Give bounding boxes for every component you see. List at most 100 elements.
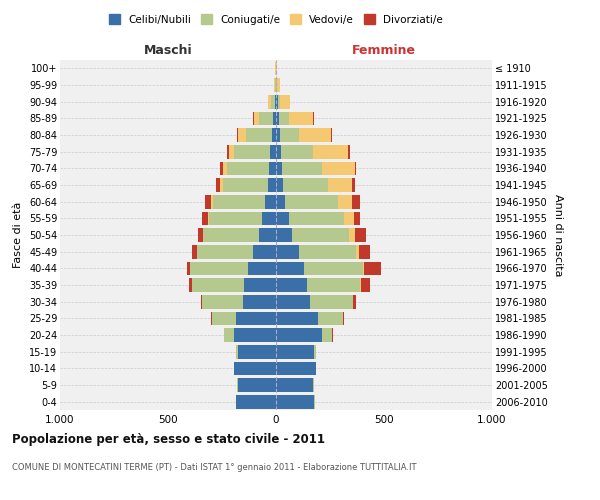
Bar: [362, 262, 364, 275]
Bar: [236, 345, 238, 358]
Bar: [276, 345, 314, 358]
Bar: [355, 228, 366, 242]
Bar: [279, 112, 289, 125]
Bar: [276, 128, 280, 142]
Bar: [275, 95, 276, 108]
Text: Popolazione per età, sesso e stato civile - 2011: Popolazione per età, sesso e stato civil…: [12, 432, 325, 446]
Bar: [355, 162, 356, 175]
Bar: [314, 345, 316, 358]
Bar: [356, 245, 359, 258]
Bar: [203, 228, 259, 242]
Bar: [238, 128, 245, 142]
Y-axis label: Fasce di età: Fasce di età: [13, 202, 23, 268]
Bar: [322, 162, 355, 175]
Bar: [211, 312, 212, 325]
Bar: [233, 145, 270, 158]
Bar: [276, 245, 299, 258]
Bar: [276, 362, 316, 375]
Bar: [289, 212, 344, 225]
Bar: [310, 295, 353, 308]
Text: Maschi: Maschi: [143, 44, 193, 57]
Bar: [352, 178, 355, 192]
Bar: [212, 312, 236, 325]
Y-axis label: Anni di nascita: Anni di nascita: [553, 194, 563, 276]
Text: COMUNE DI MONTECATINI TERME (PT) - Dati ISTAT 1° gennaio 2011 - Elaborazione TUT: COMUNE DI MONTECATINI TERME (PT) - Dati …: [12, 462, 416, 471]
Bar: [269, 162, 276, 175]
Bar: [276, 195, 285, 208]
Bar: [304, 262, 362, 275]
Bar: [270, 145, 276, 158]
Bar: [359, 245, 370, 258]
Bar: [213, 195, 265, 208]
Bar: [277, 78, 280, 92]
Bar: [276, 328, 322, 342]
Text: Femmine: Femmine: [352, 44, 416, 57]
Bar: [211, 195, 213, 208]
Bar: [205, 195, 211, 208]
Bar: [238, 378, 276, 392]
Bar: [328, 178, 352, 192]
Bar: [248, 262, 276, 275]
Bar: [276, 228, 292, 242]
Bar: [253, 245, 276, 258]
Bar: [237, 128, 238, 142]
Bar: [276, 395, 314, 408]
Bar: [299, 245, 356, 258]
Bar: [353, 212, 359, 225]
Bar: [281, 145, 313, 158]
Bar: [276, 262, 304, 275]
Bar: [344, 212, 353, 225]
Bar: [317, 312, 343, 325]
Bar: [289, 112, 313, 125]
Bar: [235, 328, 276, 342]
Bar: [238, 345, 276, 358]
Bar: [276, 378, 313, 392]
Bar: [361, 278, 370, 292]
Bar: [271, 95, 275, 108]
Bar: [233, 362, 235, 375]
Bar: [348, 145, 350, 158]
Bar: [352, 195, 359, 208]
Bar: [280, 128, 299, 142]
Bar: [202, 295, 243, 308]
Bar: [201, 295, 202, 308]
Bar: [283, 178, 328, 192]
Bar: [276, 112, 279, 125]
Bar: [220, 162, 223, 175]
Bar: [272, 128, 276, 142]
Bar: [202, 212, 208, 225]
Bar: [227, 162, 269, 175]
Bar: [338, 195, 352, 208]
Bar: [322, 328, 332, 342]
Bar: [268, 178, 276, 192]
Bar: [313, 112, 314, 125]
Bar: [307, 278, 361, 292]
Bar: [208, 212, 209, 225]
Bar: [192, 245, 197, 258]
Bar: [268, 95, 271, 108]
Bar: [187, 262, 190, 275]
Bar: [280, 95, 290, 108]
Bar: [276, 95, 278, 108]
Bar: [285, 195, 338, 208]
Bar: [313, 145, 348, 158]
Bar: [276, 295, 310, 308]
Bar: [274, 78, 275, 92]
Bar: [244, 278, 276, 292]
Bar: [216, 178, 220, 192]
Bar: [278, 95, 280, 108]
Bar: [259, 228, 276, 242]
Bar: [276, 162, 282, 175]
Bar: [190, 262, 248, 275]
Bar: [343, 312, 344, 325]
Bar: [276, 212, 289, 225]
Bar: [349, 228, 355, 242]
Legend: Celibi/Nubili, Coniugati/e, Vedovi/e, Divorziati/e: Celibi/Nubili, Coniugati/e, Vedovi/e, Di…: [105, 10, 447, 29]
Bar: [259, 112, 273, 125]
Bar: [276, 145, 281, 158]
Bar: [191, 278, 244, 292]
Bar: [254, 112, 259, 125]
Bar: [353, 295, 356, 308]
Bar: [198, 228, 203, 242]
Bar: [282, 162, 322, 175]
